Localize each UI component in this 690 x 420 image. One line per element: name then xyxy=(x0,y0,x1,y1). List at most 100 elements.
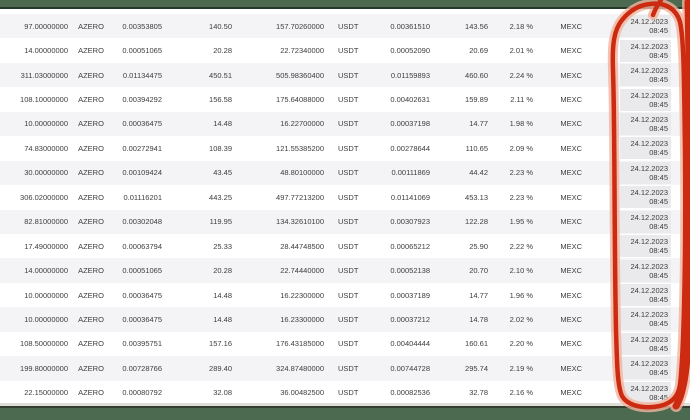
cell-price: 0.00036475 xyxy=(122,314,162,324)
date-text: 24.12.2023 xyxy=(630,163,668,173)
cell-value-usdt: 14.77 xyxy=(469,290,488,300)
cell-total: 505.98360400 xyxy=(276,70,324,80)
cell-percent: 2.23 % xyxy=(509,168,533,178)
cell-amount: 10.00000000 xyxy=(24,314,68,324)
cell-quote: USDT xyxy=(338,21,359,31)
cell-value-usdt: 159.89 xyxy=(465,95,488,105)
cell-datetime: 24.12.2023 08:45 xyxy=(583,14,690,38)
cell-price: 0.00302048 xyxy=(122,217,162,227)
cell-amount: 82.81000000 xyxy=(24,217,68,227)
time-text: 08:45 xyxy=(649,75,668,85)
cell-value: 25.33 xyxy=(213,241,232,251)
cell-quote: USDT xyxy=(338,314,359,324)
cell-value: 157.16 xyxy=(209,339,232,349)
cell-quote: USDT xyxy=(338,290,359,300)
cell-price-usdt: 0.00404444 xyxy=(390,339,430,349)
table-row: 14.00000000 AZERO 0.00051065 20.28 22.723400… xyxy=(0,38,690,63)
cell-percent: 1.98 % xyxy=(509,119,533,129)
cell-price-usdt: 0.00052090 xyxy=(390,46,430,56)
date-time-badge: 24.12.2023 08:45 xyxy=(620,235,671,258)
cell-percent: 2.19 % xyxy=(509,363,533,373)
cell-exchange: MEXC xyxy=(560,266,582,276)
date-text: 24.12.2023 xyxy=(630,139,668,149)
cell-value: 14.48 xyxy=(213,290,232,300)
cell-total: 16.22700000 xyxy=(280,119,324,129)
date-text: 24.12.2023 xyxy=(630,286,668,296)
cell-percent: 2.01 % xyxy=(509,46,533,56)
cell-total: 175.64088000 xyxy=(276,95,324,105)
cell-value: 140.50 xyxy=(209,21,232,31)
cell-datetime: 24.12.2023 08:45 xyxy=(583,210,690,234)
cell-value: 43.45 xyxy=(213,168,232,178)
time-text: 08:45 xyxy=(649,50,668,60)
cell-value-usdt: 14.78 xyxy=(469,314,488,324)
cell-price: 0.00353805 xyxy=(122,21,162,31)
table-row: 17.49000000 AZERO 0.00063794 25.33 28.447485… xyxy=(0,233,690,259)
date-text: 24.12.2023 xyxy=(630,334,668,344)
cell-symbol: AZERO xyxy=(78,21,104,31)
cell-price: 0.00063794 xyxy=(122,241,162,251)
cell-amount: 306.02000000 xyxy=(20,192,68,202)
table-row: 108.10000000 AZERO 0.00394292 156.58 175.640… xyxy=(0,87,690,112)
cell-symbol: AZERO xyxy=(78,339,104,349)
cell-percent: 2.10 % xyxy=(509,266,533,276)
date-time-badge: 24.12.2023 08:45 xyxy=(620,15,671,38)
cell-value-usdt: 32.78 xyxy=(469,388,488,398)
cell-price-usdt: 0.00111869 xyxy=(391,168,430,178)
date-text: 24.12.2023 xyxy=(630,188,668,198)
cell-symbol: AZERO xyxy=(78,192,104,202)
cell-amount: 10.00000000 xyxy=(24,290,68,300)
date-time-badge: 24.12.2023 08:45 xyxy=(620,64,671,87)
cell-value-usdt: 20.69 xyxy=(469,46,488,56)
cell-quote: USDT xyxy=(338,46,359,56)
cell-amount: 14.00000000 xyxy=(24,46,68,56)
cell-datetime: 24.12.2023 08:45 xyxy=(583,258,690,282)
cell-symbol: AZERO xyxy=(78,70,104,80)
cell-value: 156.58 xyxy=(209,95,232,105)
cell-percent: 2.11 % xyxy=(510,95,533,105)
cell-quote: USDT xyxy=(338,168,359,178)
cell-price: 0.01116201 xyxy=(123,192,162,202)
cell-symbol: AZERO xyxy=(78,290,104,300)
cell-symbol: AZERO xyxy=(78,217,104,227)
cell-quote: USDT xyxy=(338,339,359,349)
date-text: 24.12.2023 xyxy=(630,66,668,76)
cell-total: 16.22300000 xyxy=(280,290,324,300)
cell-value: 20.28 xyxy=(213,46,232,56)
date-time-badge: 24.12.2023 08:45 xyxy=(620,112,671,135)
cell-quote: USDT xyxy=(338,95,359,105)
cell-percent: 1.95 % xyxy=(509,217,533,227)
cell-datetime: 24.12.2023 08:45 xyxy=(583,136,690,160)
cell-percent: 2.02 % xyxy=(509,314,533,324)
date-text: 24.12.2023 xyxy=(630,261,668,271)
date-text: 24.12.2023 xyxy=(630,310,668,320)
cell-total: 22.72340000 xyxy=(280,46,324,56)
cell-datetime: 24.12.2023 08:45 xyxy=(583,112,690,136)
cell-percent: 2.24 % xyxy=(509,70,533,80)
cell-exchange: MEXC xyxy=(560,168,582,178)
cell-percent: 2.16 % xyxy=(509,388,533,398)
cell-quote: USDT xyxy=(338,363,359,373)
cell-total: 324.87480000 xyxy=(276,363,324,373)
cell-exchange: MEXC xyxy=(560,119,582,129)
cell-value: 14.48 xyxy=(213,314,232,324)
cell-total: 121.55385200 xyxy=(276,143,324,153)
table-row: 10.00000000 AZERO 0.00036475 14.48 16.227000… xyxy=(0,111,690,137)
date-text: 24.12.2023 xyxy=(630,90,668,100)
cell-exchange: MEXC xyxy=(560,363,582,373)
time-text: 08:45 xyxy=(649,221,668,231)
table-row: 22.15000000 AZERO 0.00080792 32.08 36.004825… xyxy=(0,380,690,405)
cell-price-usdt: 0.00037189 xyxy=(390,290,430,300)
table-row: 74.83000000 AZERO 0.00272941 108.39 121.5538… xyxy=(0,136,690,161)
cell-exchange: MEXC xyxy=(560,241,582,251)
date-time-badge: 24.12.2023 08:45 xyxy=(620,88,671,111)
cell-quote: USDT xyxy=(338,241,359,251)
cell-price-usdt: 0.01141069 xyxy=(390,192,430,202)
cell-value: 108.39 xyxy=(209,143,232,153)
cell-value: 119.95 xyxy=(209,217,232,227)
date-time-badge: 24.12.2023 08:45 xyxy=(620,259,671,282)
cell-symbol: AZERO xyxy=(78,46,104,56)
cell-price-usdt: 0.00037198 xyxy=(390,119,430,129)
cell-price: 0.00051065 xyxy=(122,46,162,56)
date-text: 24.12.2023 xyxy=(630,359,668,369)
